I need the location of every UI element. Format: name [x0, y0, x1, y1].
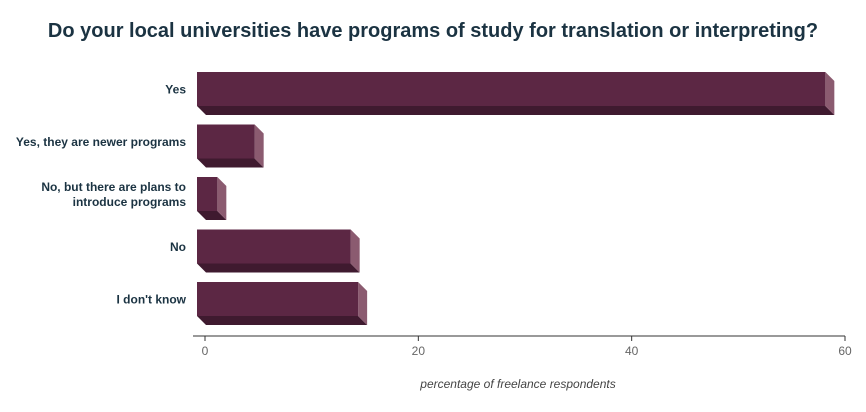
x-axis-title: percentage of freelance respondents [419, 377, 615, 391]
bar-side-face [254, 124, 264, 168]
bar-front-face [197, 282, 359, 316]
category-label: Yes, they are newer programs [16, 135, 186, 149]
x-tick-label: 20 [412, 344, 426, 358]
bar-front-face [197, 124, 255, 159]
x-tick-label: 40 [625, 344, 639, 358]
bar-bottom-face [197, 263, 360, 273]
bar-bottom-face [197, 211, 227, 220]
bar-front-face [197, 229, 351, 264]
category-label: No [170, 240, 186, 254]
bar-side-face [825, 72, 835, 115]
bar-bottom-face [197, 106, 835, 115]
category-label: I don't know [116, 293, 186, 307]
bar-3 [197, 229, 360, 273]
bar-side-face [350, 229, 360, 273]
x-tick-label: 60 [838, 344, 852, 358]
bar-bottom-face [197, 316, 368, 325]
bar-front-face [197, 177, 218, 211]
category-label: No, but there are plans to introduce prog… [41, 180, 186, 209]
chart-title: Do your local universities have programs… [47, 20, 819, 42]
bar-front-face [197, 72, 826, 106]
bar-side-face [358, 282, 368, 325]
bar-0 [197, 72, 835, 115]
x-tick-label: 0 [202, 344, 209, 358]
bar-side-face [217, 177, 227, 220]
category-label: Yes [165, 83, 186, 97]
bar-1 [197, 124, 264, 168]
bar-bottom-face [197, 158, 264, 168]
bar-4 [197, 282, 368, 325]
bar-2 [197, 177, 227, 220]
